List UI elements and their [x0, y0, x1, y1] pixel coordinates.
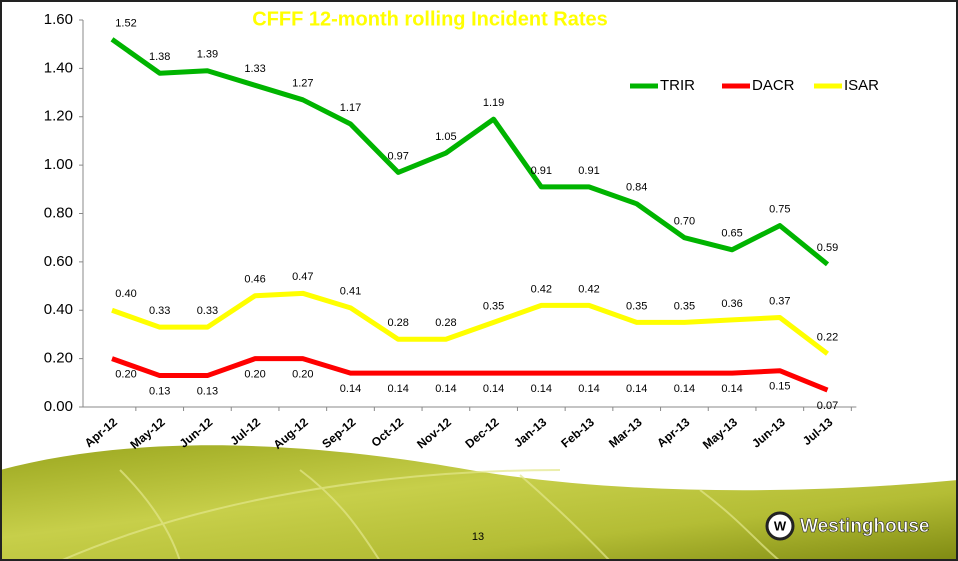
data-label: 0.28	[435, 317, 456, 329]
data-label: 0.14	[340, 383, 361, 395]
data-label: 0.14	[435, 383, 456, 395]
data-label: 0.14	[483, 383, 504, 395]
x-tick-label: Mar-13	[606, 415, 645, 451]
y-tick-label: 0.20	[44, 350, 73, 367]
data-label: 0.84	[626, 182, 647, 194]
x-tick-label: Jun-13	[749, 415, 788, 451]
x-tick-label: Apr-12	[82, 415, 120, 450]
data-label: 0.97	[387, 150, 408, 162]
data-label: 1.38	[149, 51, 170, 63]
data-label: 0.46	[244, 274, 265, 286]
data-label: 1.19	[483, 97, 504, 109]
series-line	[111, 356, 829, 393]
data-label: 0.35	[674, 300, 695, 312]
data-label: 0.14	[721, 383, 742, 395]
x-tick-label: Jan-13	[511, 415, 549, 450]
x-tick-label: May-12	[127, 415, 167, 452]
data-label: 0.65	[721, 228, 742, 240]
data-label: 0.07	[817, 400, 838, 412]
data-label: 0.91	[531, 165, 552, 177]
legend-label: TRIR	[660, 77, 695, 94]
data-label: 0.37	[769, 295, 790, 307]
logo-glyph: W	[774, 518, 787, 533]
x-tick-label: Dec-12	[462, 415, 501, 451]
x-tick-label: Nov-12	[414, 415, 454, 452]
logo-mark	[765, 511, 795, 541]
y-tick-label: 0.60	[44, 253, 73, 270]
data-label: 0.35	[483, 300, 504, 312]
data-label: 0.36	[721, 298, 742, 310]
y-tick-label: 0.80	[44, 204, 73, 221]
x-tick-label: Sep-12	[319, 415, 358, 451]
y-tick-label: 0.40	[44, 301, 73, 318]
data-label: 0.35	[626, 300, 647, 312]
data-label: 0.28	[387, 317, 408, 329]
data-label: 0.15	[769, 381, 790, 393]
leaf-veins	[59, 469, 781, 561]
data-label: 0.47	[292, 271, 313, 283]
data-label: 0.42	[578, 283, 599, 295]
x-tick-label: Aug-12	[271, 415, 311, 452]
page-number: 13	[472, 531, 484, 543]
x-tick-label: Jul-12	[227, 415, 263, 448]
data-label: 0.20	[115, 369, 136, 381]
x-tick-label: Apr-13	[654, 415, 692, 450]
data-label: 0.14	[626, 383, 647, 395]
x-tick-label: Oct-12	[369, 415, 407, 450]
data-label: 0.14	[387, 383, 408, 395]
data-label: 0.59	[817, 242, 838, 254]
y-tick-label: 0.00	[44, 398, 73, 415]
y-tick-label: 1.00	[44, 156, 73, 173]
legend-label: ISAR	[844, 77, 879, 94]
data-label: 0.70	[674, 216, 695, 228]
data-label: 0.33	[197, 305, 218, 317]
y-tick-label: 1.20	[44, 108, 73, 125]
data-label: 0.14	[578, 383, 599, 395]
data-label: 0.75	[769, 204, 790, 216]
chart-title: CFFF 12-month rolling Incident Rates	[252, 8, 608, 30]
data-label: 0.20	[244, 369, 265, 381]
data-label: 0.91	[578, 165, 599, 177]
data-label: 0.41	[340, 286, 361, 298]
data-label: 0.13	[149, 385, 170, 397]
data-label: 1.17	[340, 102, 361, 114]
data-label: 0.13	[197, 385, 218, 397]
data-label: 0.20	[292, 369, 313, 381]
series-line	[111, 290, 830, 356]
data-label: 0.22	[817, 332, 838, 344]
y-tick-label: 1.40	[44, 59, 73, 76]
data-label: 1.39	[197, 49, 218, 61]
x-tick-label: Jun-12	[177, 415, 216, 451]
data-label: 0.14	[674, 383, 695, 395]
data-label: 0.42	[531, 283, 552, 295]
data-label: 1.33	[244, 63, 265, 75]
data-label: 0.33	[149, 305, 170, 317]
data-label: 1.52	[115, 17, 136, 29]
data-label: 0.40	[115, 288, 136, 300]
data-label: 1.05	[435, 131, 456, 143]
data-label: 0.14	[531, 383, 552, 395]
data-label: 1.27	[292, 78, 313, 90]
x-tick-label: Jul-13	[800, 415, 836, 448]
y-tick-label: 1.60	[44, 11, 73, 28]
logo-text: Westinghouse	[800, 516, 930, 537]
series-line	[110, 37, 830, 267]
x-tick-label: Feb-13	[558, 415, 597, 451]
legend-label: DACR	[752, 77, 795, 94]
leaf-background	[0, 445, 958, 561]
x-tick-label: May-13	[700, 415, 740, 452]
